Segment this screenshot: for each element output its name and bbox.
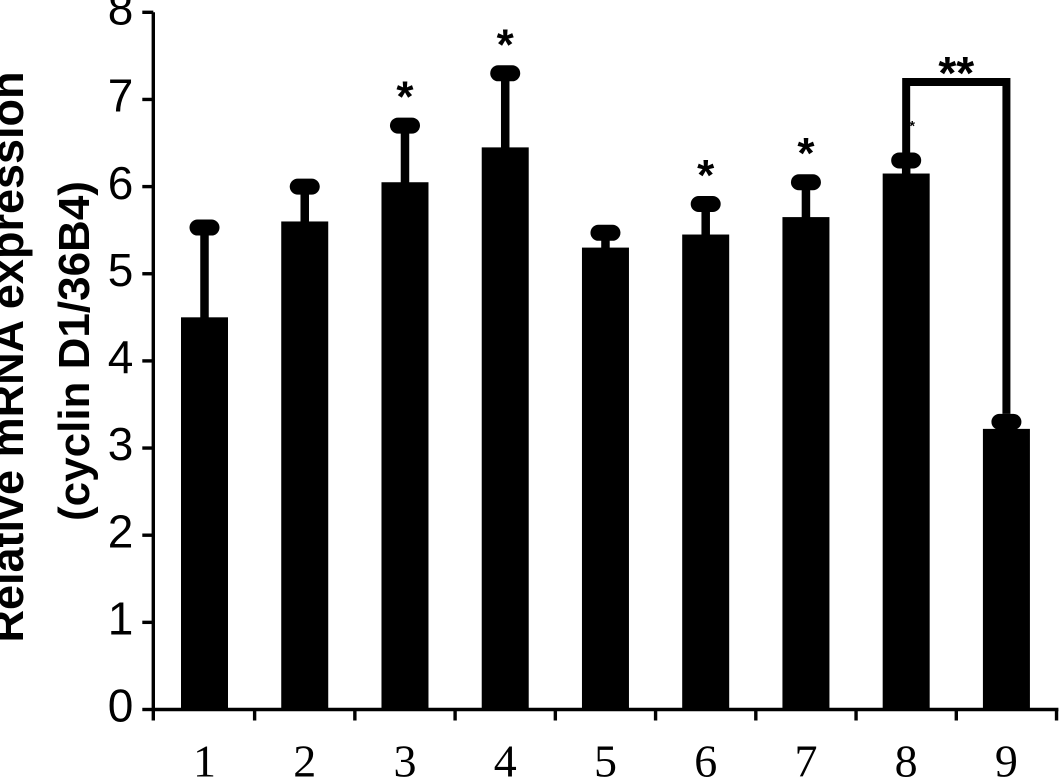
svg-text:*: * [497, 20, 515, 69]
svg-text:**: ** [938, 47, 974, 99]
svg-text:*: * [909, 117, 915, 133]
svg-text:2: 2 [108, 505, 134, 557]
svg-text:3: 3 [393, 736, 416, 778]
svg-text:*: * [396, 73, 414, 122]
svg-text:7: 7 [108, 70, 134, 122]
svg-text:*: * [797, 129, 815, 178]
svg-text:9: 9 [995, 736, 1018, 778]
svg-text:1: 1 [193, 736, 216, 778]
svg-text:4: 4 [108, 331, 134, 383]
svg-text:2: 2 [293, 736, 316, 778]
svg-text:6: 6 [694, 736, 717, 778]
svg-text:*: * [697, 151, 715, 200]
svg-text:5: 5 [108, 244, 134, 296]
svg-text:1: 1 [108, 593, 134, 645]
svg-text:5: 5 [594, 736, 617, 778]
svg-text:4: 4 [494, 736, 517, 778]
svg-text:8: 8 [108, 0, 134, 34]
svg-text:7: 7 [794, 736, 817, 778]
svg-text:8: 8 [895, 736, 918, 778]
svg-text:6: 6 [108, 157, 134, 209]
svg-text:0: 0 [108, 680, 134, 732]
svg-text:3: 3 [108, 418, 134, 470]
